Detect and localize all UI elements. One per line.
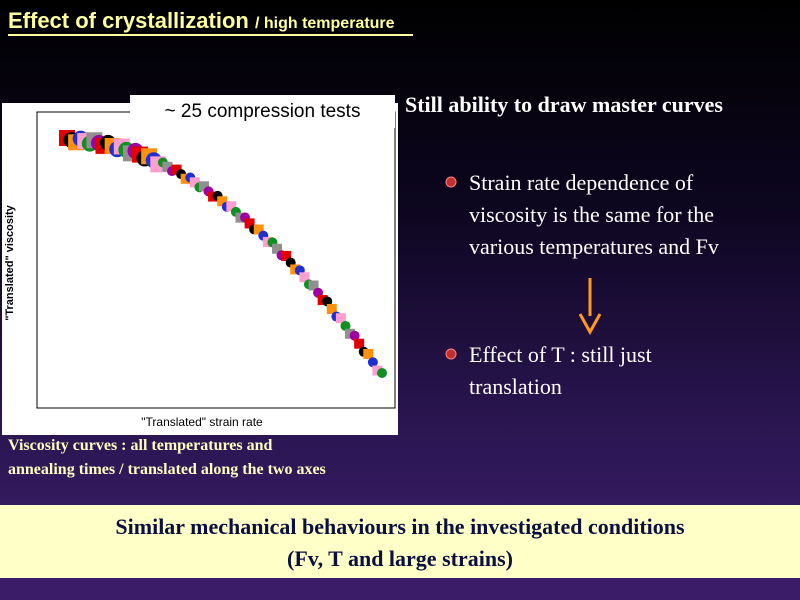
- title: Effect of crystallization / high tempera…: [8, 8, 413, 36]
- line: Strain rate dependence of: [469, 170, 694, 195]
- figure: "Translated" strain rate "Translated" vi…: [2, 103, 398, 435]
- marker: [217, 196, 228, 207]
- footer-strip: [0, 580, 800, 600]
- marker: [272, 243, 282, 254]
- plot: "Translated" strain rate "Translated" vi…: [4, 111, 396, 429]
- bullet-text: Effect of T : still just translation: [469, 339, 652, 403]
- bullet-text: Strain rate dependence of viscosity is t…: [469, 167, 719, 263]
- conclusion: Similar mechanical behaviours in the inv…: [0, 505, 800, 578]
- inset-label: ~ 25 compression tests: [130, 95, 395, 128]
- marker: [308, 280, 319, 291]
- bullet: [445, 348, 457, 360]
- marker: [171, 164, 182, 175]
- marker: [326, 303, 337, 314]
- marker: [189, 177, 200, 188]
- line: various temperatures and Fv: [469, 234, 719, 259]
- marker: [281, 250, 292, 261]
- marker: [299, 272, 310, 283]
- marker: [349, 330, 360, 341]
- subtitle: / high temperature: [254, 15, 395, 32]
- bullet: [445, 176, 457, 188]
- title-text: Effect of crystallization: [8, 8, 249, 33]
- marker: [367, 357, 378, 368]
- line: Effect of T : still just: [469, 342, 652, 367]
- marker: [162, 161, 173, 172]
- marker: [340, 320, 351, 331]
- marker: [253, 224, 264, 235]
- marker: [363, 348, 374, 359]
- line: viscosity is the same for the: [469, 202, 715, 227]
- plot-frame: [36, 111, 396, 409]
- line: Similar mechanical behaviours in the inv…: [115, 514, 685, 539]
- arrow: [578, 278, 602, 336]
- caption: Viscosity curves : all temperatures and: [8, 437, 273, 454]
- line: (Fv, T and large strains): [287, 546, 513, 571]
- marker: [372, 365, 383, 376]
- marker: [377, 368, 387, 378]
- heading: Still ability to draw master curves: [405, 92, 723, 117]
- marker: [354, 338, 365, 349]
- marker: [244, 218, 255, 229]
- marker: [226, 201, 237, 212]
- bullets: [445, 176, 457, 360]
- caption: annealing times / translated along the t…: [8, 461, 326, 478]
- line: translation: [469, 374, 562, 399]
- y-axis-label: "Translated" viscosity: [4, 204, 16, 320]
- marker: [198, 181, 209, 192]
- marker: [335, 313, 346, 324]
- x-axis-label: "Translated" strain rate: [141, 415, 263, 429]
